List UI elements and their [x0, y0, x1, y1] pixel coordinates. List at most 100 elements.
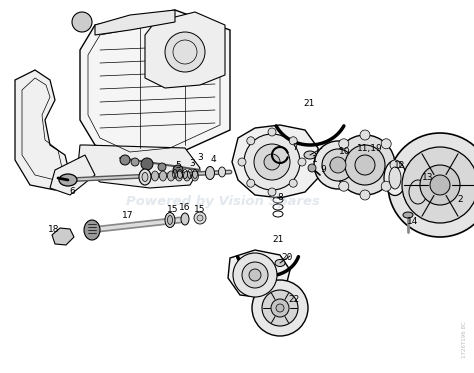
Text: 1726T196 8C: 1726T196 8C [463, 322, 467, 358]
Circle shape [381, 181, 391, 191]
Text: 10: 10 [339, 147, 351, 157]
Circle shape [322, 149, 354, 181]
Text: 2: 2 [457, 195, 463, 204]
Circle shape [289, 137, 297, 145]
Ellipse shape [59, 174, 77, 186]
Ellipse shape [219, 167, 226, 177]
Ellipse shape [139, 169, 151, 185]
Circle shape [339, 139, 349, 149]
Circle shape [264, 154, 280, 170]
Text: 1: 1 [312, 156, 318, 164]
Text: 18: 18 [48, 226, 60, 235]
Circle shape [360, 130, 370, 140]
Polygon shape [78, 145, 200, 188]
Ellipse shape [167, 216, 173, 225]
Polygon shape [15, 70, 70, 190]
Circle shape [242, 262, 268, 288]
Text: 16: 16 [179, 204, 191, 213]
Ellipse shape [275, 260, 285, 266]
Polygon shape [52, 228, 74, 245]
Circle shape [355, 155, 375, 175]
Circle shape [276, 304, 284, 312]
Text: 11,19: 11,19 [357, 144, 383, 153]
Circle shape [402, 147, 474, 223]
Circle shape [252, 280, 308, 336]
Circle shape [268, 128, 276, 136]
Circle shape [197, 215, 203, 221]
Ellipse shape [84, 220, 100, 240]
Circle shape [390, 160, 400, 170]
Polygon shape [95, 10, 175, 35]
Ellipse shape [152, 171, 158, 181]
Circle shape [173, 165, 183, 175]
Text: 4: 4 [210, 156, 216, 164]
Ellipse shape [159, 171, 166, 181]
Circle shape [388, 133, 474, 237]
Circle shape [381, 139, 391, 149]
Circle shape [249, 269, 261, 281]
Text: 20: 20 [281, 254, 292, 263]
Circle shape [314, 141, 362, 189]
Ellipse shape [175, 171, 182, 181]
Ellipse shape [183, 171, 191, 181]
Polygon shape [232, 125, 318, 198]
Ellipse shape [206, 166, 215, 179]
Circle shape [262, 290, 298, 326]
Circle shape [120, 155, 130, 165]
Text: 8: 8 [277, 194, 283, 203]
Text: 5: 5 [175, 160, 181, 169]
Circle shape [308, 164, 316, 172]
Text: 21: 21 [272, 235, 283, 244]
Text: Powered by Vision Spares: Powered by Vision Spares [126, 195, 320, 208]
Circle shape [335, 135, 395, 195]
Text: 14: 14 [407, 217, 419, 226]
Ellipse shape [165, 213, 175, 228]
Circle shape [158, 163, 166, 171]
Text: 15: 15 [194, 206, 206, 214]
Text: 3: 3 [197, 153, 203, 162]
Polygon shape [80, 10, 230, 160]
Circle shape [141, 158, 153, 170]
Polygon shape [145, 12, 225, 88]
Text: 15: 15 [167, 206, 179, 214]
Circle shape [298, 158, 306, 166]
Circle shape [238, 158, 246, 166]
Ellipse shape [403, 212, 413, 218]
Circle shape [233, 253, 277, 297]
Text: 17: 17 [122, 210, 134, 219]
Text: 9: 9 [320, 166, 326, 175]
Text: 7: 7 [292, 144, 298, 153]
Circle shape [420, 165, 460, 205]
Circle shape [247, 179, 255, 187]
Ellipse shape [142, 172, 148, 182]
Ellipse shape [384, 160, 406, 195]
Circle shape [72, 12, 92, 32]
Polygon shape [50, 155, 95, 195]
Ellipse shape [304, 151, 316, 159]
Circle shape [360, 190, 370, 200]
Circle shape [131, 158, 139, 166]
Text: 3: 3 [189, 159, 195, 167]
Text: 13: 13 [422, 173, 434, 182]
Circle shape [430, 175, 450, 195]
Ellipse shape [191, 171, 199, 181]
Ellipse shape [404, 175, 432, 210]
Text: 6: 6 [69, 188, 75, 197]
Ellipse shape [167, 171, 174, 181]
Polygon shape [228, 250, 290, 298]
Circle shape [345, 145, 385, 185]
Circle shape [271, 299, 289, 317]
Circle shape [194, 212, 206, 224]
Circle shape [165, 32, 205, 72]
Text: 12: 12 [394, 160, 406, 169]
Ellipse shape [389, 167, 401, 189]
Text: 22: 22 [288, 295, 300, 304]
Circle shape [254, 144, 290, 180]
Ellipse shape [181, 213, 189, 225]
Circle shape [289, 179, 297, 187]
Circle shape [330, 160, 340, 170]
Circle shape [339, 181, 349, 191]
Text: 21: 21 [303, 98, 315, 107]
Circle shape [244, 134, 300, 190]
Circle shape [330, 157, 346, 173]
